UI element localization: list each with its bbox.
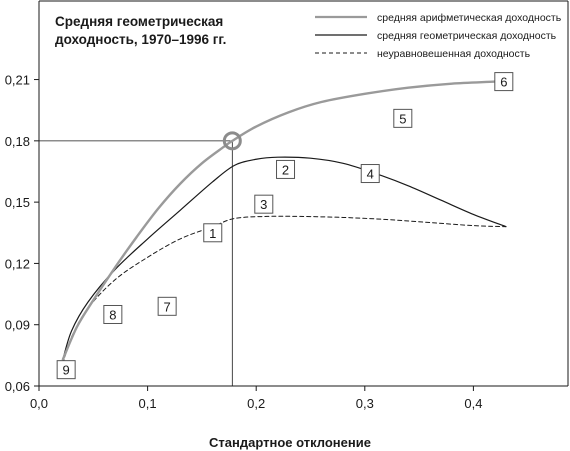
axes — [38, 1, 568, 387]
series-line-unbalanced — [62, 215, 507, 365]
annotation-label: 8 — [109, 307, 116, 322]
annotation-label: 9 — [63, 363, 70, 378]
annotation-frame — [494, 72, 514, 92]
series-layer — [61, 79, 508, 365]
y-tick-label: 0,09 — [5, 318, 30, 333]
y-tick-label: 0,06 — [5, 379, 30, 394]
annotation-frame — [56, 360, 76, 380]
annotation-frame — [157, 296, 177, 316]
x-tick-label: 0,1 — [139, 396, 157, 411]
plot-frame — [39, 0, 569, 386]
legend-label-geometric: средняя геометрическая доходность — [377, 30, 557, 42]
annotation-label: 1 — [209, 226, 216, 241]
annotation-box-8: 8 — [103, 304, 123, 324]
series-line-arithmetic — [61, 79, 508, 361]
legend-label-arithmetic: средняя арифметическая доходность — [377, 12, 562, 24]
annotation-frame — [103, 304, 123, 324]
annotation-box-9: 9 — [56, 360, 76, 380]
x-tick-label: 0,4 — [464, 396, 482, 411]
annotation-box-4: 4 — [360, 164, 380, 184]
y-tick-label: 0,21 — [5, 73, 30, 88]
annotation-box-5: 5 — [393, 108, 413, 128]
annotation-box-2: 2 — [276, 159, 296, 179]
reference-lines — [39, 140, 233, 386]
y-tick-label: 0,12 — [5, 256, 30, 271]
legend-label-unbalanced: неуравновешенная доходность — [377, 48, 531, 60]
annotation-frame — [360, 164, 380, 184]
annotation-frame — [276, 159, 296, 179]
reference-point-circle — [222, 131, 242, 151]
series-line-geometric — [62, 156, 507, 361]
annotation-box-1: 1 — [203, 223, 223, 243]
annotation-label: 4 — [367, 167, 374, 182]
annotation-frame — [203, 223, 223, 243]
ticks: 0,0 0,1 0,2 0,3 0,4 0,06 0,09 0,12 0,15 0,18 0,21 — [5, 73, 483, 411]
chart-title-line-2: доходность, 1970–1996 гг. — [55, 32, 226, 47]
x-axis-title: Стандартное отклонение — [209, 435, 371, 450]
x-tick-label: 0,2 — [247, 396, 265, 411]
annotation-label: 5 — [399, 111, 406, 126]
reference-marker — [222, 131, 242, 151]
annotation-label: 2 — [282, 162, 289, 177]
annotation-frame — [254, 194, 274, 214]
annotation-label: 7 — [164, 299, 171, 314]
x-tick-label: 0,0 — [30, 396, 48, 411]
annotation-label: 6 — [500, 75, 507, 90]
annotation-label: 3 — [260, 197, 267, 212]
annotation-box-7: 7 — [157, 296, 177, 316]
chart-title-line-1: Средняя геометрическая — [55, 14, 223, 29]
legend: средняя арифметическая доходность средня… — [315, 12, 562, 60]
annotation-box-6: 6 — [494, 72, 514, 92]
x-tick-label: 0,3 — [356, 396, 374, 411]
annotation-frame — [393, 108, 413, 128]
annotations: 1 2 3 4 5 6 7 8 9 — [56, 72, 514, 380]
annotation-box-3: 3 — [254, 194, 274, 214]
y-tick-label: 0,18 — [5, 134, 30, 149]
y-tick-label: 0,15 — [5, 195, 30, 210]
